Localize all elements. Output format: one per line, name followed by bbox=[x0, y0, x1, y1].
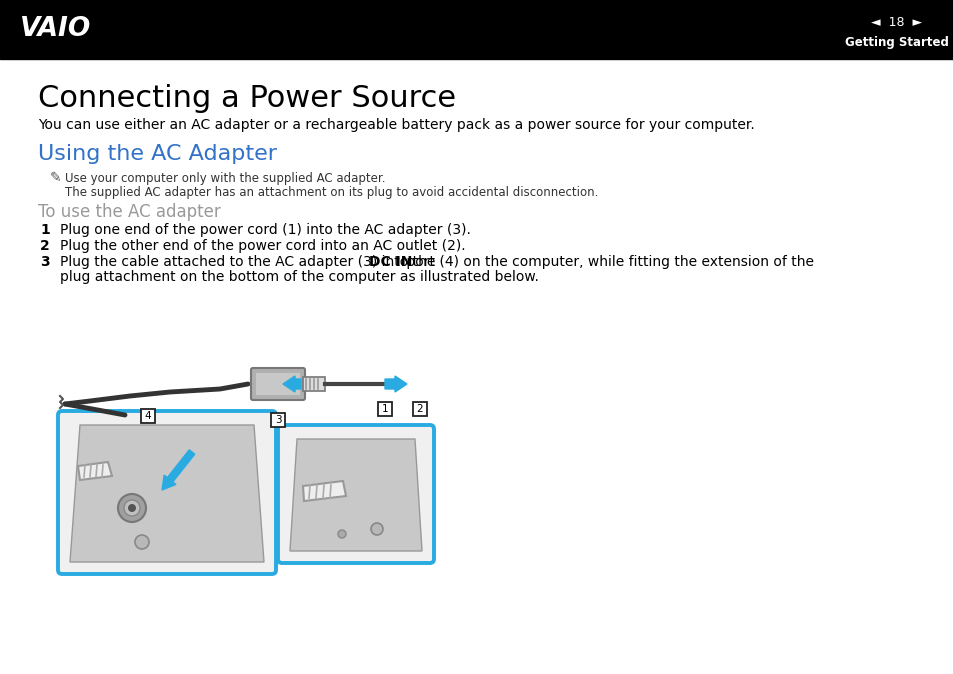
Text: 2: 2 bbox=[416, 404, 423, 414]
Bar bbox=[377, 402, 392, 416]
Text: Getting Started: Getting Started bbox=[844, 36, 948, 49]
Text: 1: 1 bbox=[40, 223, 50, 237]
Circle shape bbox=[337, 530, 346, 538]
Text: Connecting a Power Source: Connecting a Power Source bbox=[38, 84, 456, 113]
Text: 3: 3 bbox=[274, 415, 281, 425]
Polygon shape bbox=[290, 439, 421, 551]
Text: 1: 1 bbox=[381, 404, 388, 414]
FancyBboxPatch shape bbox=[277, 425, 434, 563]
Polygon shape bbox=[70, 425, 264, 562]
Text: DC IN: DC IN bbox=[369, 255, 412, 269]
Text: Using the AC Adapter: Using the AC Adapter bbox=[38, 144, 276, 164]
Text: port (4) on the computer, while fitting the extension of the: port (4) on the computer, while fitting … bbox=[401, 255, 813, 269]
Text: ◄  18  ►: ◄ 18 ► bbox=[870, 16, 922, 29]
Text: VAIO: VAIO bbox=[20, 16, 91, 42]
FancyBboxPatch shape bbox=[251, 368, 305, 400]
Bar bbox=[0, 0, 953, 59]
FancyArrow shape bbox=[385, 376, 407, 392]
Text: 3: 3 bbox=[40, 255, 50, 269]
Text: plug attachment on the bottom of the computer as illustrated below.: plug attachment on the bottom of the com… bbox=[60, 270, 538, 284]
Circle shape bbox=[128, 504, 136, 512]
Bar bbox=[271, 413, 285, 427]
Text: To use the AC adapter: To use the AC adapter bbox=[38, 203, 220, 221]
Circle shape bbox=[118, 494, 146, 522]
FancyArrow shape bbox=[283, 376, 301, 392]
Text: Plug the other end of the power cord into an AC outlet (2).: Plug the other end of the power cord int… bbox=[60, 239, 465, 253]
Bar bbox=[255, 373, 299, 395]
Bar bbox=[141, 409, 154, 423]
Circle shape bbox=[124, 500, 140, 516]
FancyBboxPatch shape bbox=[58, 411, 275, 574]
Text: ✎: ✎ bbox=[50, 171, 62, 185]
Bar bbox=[413, 402, 427, 416]
Circle shape bbox=[135, 535, 149, 549]
Text: 4: 4 bbox=[145, 411, 152, 421]
Polygon shape bbox=[78, 462, 112, 480]
Bar bbox=[303, 377, 325, 391]
Text: Use your computer only with the supplied AC adapter.: Use your computer only with the supplied… bbox=[65, 172, 385, 185]
Polygon shape bbox=[303, 481, 346, 501]
Text: The supplied AC adapter has an attachment on its plug to avoid accidental discon: The supplied AC adapter has an attachmen… bbox=[65, 186, 598, 199]
Text: Plug the cable attached to the AC adapter (3) into the: Plug the cable attached to the AC adapte… bbox=[60, 255, 439, 269]
Text: 2: 2 bbox=[40, 239, 50, 253]
FancyArrow shape bbox=[162, 450, 194, 490]
Circle shape bbox=[371, 523, 382, 535]
Text: You can use either an AC adapter or a rechargeable battery pack as a power sourc: You can use either an AC adapter or a re… bbox=[38, 118, 754, 132]
Text: Plug one end of the power cord (1) into the AC adapter (3).: Plug one end of the power cord (1) into … bbox=[60, 223, 471, 237]
